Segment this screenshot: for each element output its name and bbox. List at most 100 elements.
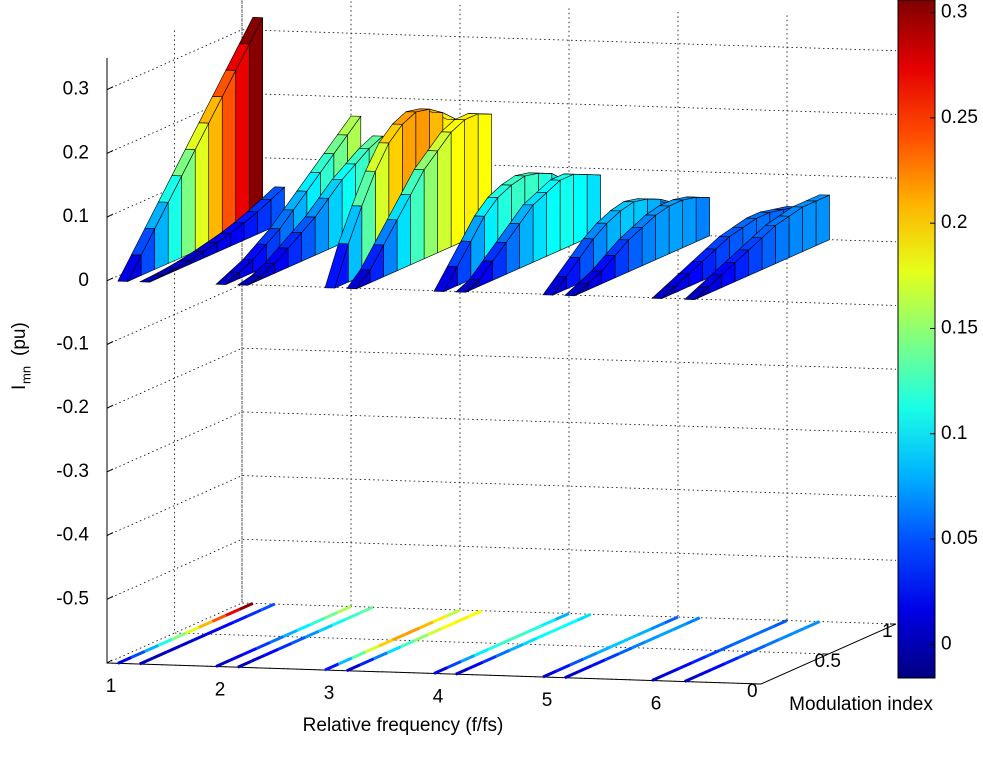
floor-contour (211, 613, 227, 623)
floor-contour (658, 628, 674, 638)
floor-contour (623, 633, 639, 643)
grid-line (106, 538, 897, 600)
floor-contour (331, 617, 347, 627)
floor-contour (685, 616, 701, 626)
floor-contour (554, 612, 570, 621)
ridge-side (802, 200, 817, 253)
floor-contour (446, 660, 462, 669)
z-axis-label-sub: mn (18, 366, 33, 384)
floor-contour (541, 618, 557, 627)
ridge-top (215, 271, 241, 285)
floor-contour (711, 662, 726, 671)
floor-contour (454, 615, 469, 625)
y-tick-label: 0.5 (815, 651, 841, 672)
floor-contour (358, 605, 374, 615)
floor-contour (745, 631, 761, 640)
z-tick (106, 149, 114, 154)
floor-contour (346, 663, 361, 673)
floor-contour (225, 607, 241, 617)
floor-contour (359, 657, 375, 667)
floor-contour (433, 666, 449, 675)
floor-contour (645, 634, 660, 644)
floor-contour (778, 632, 794, 641)
floor-contour (732, 637, 748, 646)
floor-contour (432, 614, 448, 624)
floor-contour (751, 644, 767, 653)
floor-contour (759, 625, 775, 634)
floor-contour (705, 649, 721, 658)
z-tick-label: 0.2 (63, 142, 89, 163)
floor-contour (215, 659, 231, 668)
y-tick-label: 0 (747, 681, 758, 702)
floor-contour (282, 629, 298, 638)
floor-contour (171, 631, 187, 641)
floor-contour (139, 656, 154, 666)
floor-contour (678, 661, 694, 670)
floor-contour (482, 654, 497, 664)
floor-contour (117, 655, 133, 665)
floor-contour (309, 617, 325, 626)
floor-contour (440, 621, 456, 631)
floor-contour (604, 652, 620, 662)
z-tick-label: 0.3 (63, 79, 89, 100)
floor-contour (609, 639, 625, 649)
ridge-top (139, 274, 164, 283)
ridge-side (815, 194, 830, 247)
ridge-top (117, 254, 142, 282)
z-tick (106, 404, 114, 409)
colorbar-tick-label: 0.15 (941, 317, 978, 338)
floor-contour (228, 653, 244, 662)
y-tick-label: 1 (882, 621, 893, 642)
ridge-side (695, 196, 710, 243)
floor-contour (291, 635, 306, 645)
ridge-side (682, 196, 697, 249)
x-axis-label: Relative frequency (f/fs) (303, 715, 504, 736)
ridge-top (455, 279, 480, 293)
ridge-side (450, 119, 465, 248)
floor-contour (738, 650, 753, 659)
ridge-top (236, 275, 263, 286)
floor-contour (260, 602, 276, 612)
ridge-top (651, 285, 677, 299)
floor-contour (467, 609, 483, 619)
floor-contour (427, 627, 442, 637)
floor-contour (805, 620, 821, 629)
floor-contour (166, 644, 181, 654)
floor-contour (618, 646, 633, 656)
floor-contour (468, 660, 484, 670)
z-tick-label: -0.4 (56, 525, 89, 546)
z-tick-label: -0.3 (56, 461, 89, 482)
floor-contour (337, 656, 353, 666)
floor-contour (563, 618, 578, 628)
z-axis-label-unit: (pu) (9, 322, 30, 356)
ridge-top (324, 243, 349, 289)
floor-contour (509, 642, 524, 652)
floor-contour (636, 627, 652, 637)
x-tick-label: 4 (433, 687, 444, 708)
floor-contour (413, 633, 429, 643)
floor-contour (152, 650, 168, 660)
ridge-top (542, 275, 567, 296)
floor-contour (724, 656, 740, 665)
floor-contour (378, 638, 394, 648)
floor-contour (473, 648, 489, 657)
floor-contour (549, 624, 565, 634)
x-tick-label: 5 (542, 690, 553, 711)
z-axis-label-main: I (9, 385, 30, 390)
colorbar-tick-label: 0.1 (941, 423, 967, 444)
floor-contour (577, 664, 593, 674)
floor-contour (318, 623, 333, 633)
floor-contour (697, 668, 713, 677)
floor-contour (323, 611, 339, 620)
floor-contour (247, 608, 262, 618)
floor-contour (582, 651, 598, 661)
floor-contour (596, 645, 612, 655)
floor-contour (772, 619, 788, 628)
grid-line (106, 475, 897, 536)
z-tick (106, 532, 114, 537)
floor-contour (591, 658, 606, 668)
floor-contour (718, 643, 734, 652)
grid-line (324, 4, 461, 671)
z-tick-label: -0.2 (56, 397, 89, 418)
